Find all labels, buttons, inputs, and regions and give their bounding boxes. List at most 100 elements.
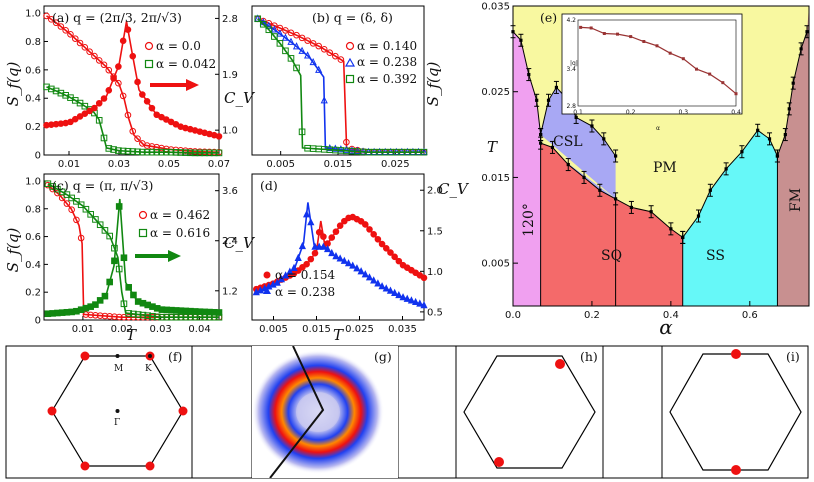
- panel-a-y2tick-label-1: 1.9: [222, 70, 238, 81]
- panel-c-series-2-point-36: [215, 309, 223, 316]
- bz-f-k-dot: [148, 354, 152, 358]
- panel-a-series-0-point-16: [119, 92, 127, 100]
- legend-c-label-1: α = 0.616: [150, 226, 210, 240]
- panel-a-xtick-label-3: 0.07: [208, 159, 230, 170]
- region-csl: [540, 87, 616, 199]
- panel-b-series-0-point-8: [298, 34, 306, 42]
- panel-d-series-1-point-10: [294, 253, 302, 261]
- panel-a-series-1-point-31: [191, 149, 199, 157]
- legend-b-label-2: α = 0.392: [357, 72, 417, 86]
- panel-d-xtick-label-0: 0.005: [259, 324, 288, 335]
- panel-e-xtick-label-2: 0.4: [663, 310, 679, 321]
- panel-c-series-0-point-8: [82, 311, 90, 318]
- bz-row-frame: [5, 345, 809, 479]
- inset-xtick-label-3: 0.4: [731, 109, 741, 116]
- panel-c-series-1-point-18: [130, 310, 137, 318]
- panel-d-series-0-point-33: [391, 253, 398, 261]
- panel-a-series-0-point-10: [91, 52, 98, 60]
- panel-c-series-1-point-11: [96, 221, 104, 229]
- panel-b: 0.005 0.015 0.025 (b) q = (δ, δ) S_f(q) α …: [251, 5, 442, 170]
- inset-xtick-label-1: 0.2: [626, 109, 636, 116]
- panel-a-series-0-point-13: [105, 66, 113, 74]
- boundary-upper-point-2: [527, 72, 531, 77]
- ring-center: [296, 392, 340, 432]
- panel-a-series-1-point-12: [100, 134, 108, 142]
- panel-d-series-0-point-15: [315, 228, 323, 236]
- legend-a-marker-1: [144, 59, 154, 69]
- panel-c-series-1-point-7: [77, 201, 85, 209]
- region-label-csl: CSL: [553, 134, 583, 150]
- panel-e-ytick-label-2: 0.025: [481, 87, 510, 98]
- panel-a-series-0-point-8: [81, 44, 89, 51]
- panel-d-series-0-point-16: [320, 233, 327, 240]
- panel-e-xtick-label-0: 0.0: [505, 310, 521, 321]
- panel-a-series-1-point-34: [206, 149, 213, 157]
- panel-a-y2tick-label-0: 1.0: [222, 126, 238, 137]
- panel-d-series-0-point-20: [336, 222, 344, 230]
- panel-c-series-0-point-4: [63, 200, 71, 207]
- panel-b-legend: α = 0.140 α = 0.238 α = 0.392: [344, 39, 417, 86]
- panel-d-series-1-point-37: [407, 296, 416, 304]
- boundary-fm-point-5: [805, 30, 809, 34]
- legend-c-label-0: α = 0.462: [150, 208, 210, 222]
- panel-c-series-1-point-13: [106, 232, 113, 240]
- panel-b-series-0-point-16: [343, 138, 350, 146]
- panel-b-title: (b) q = (δ, δ): [312, 10, 393, 25]
- panel-b-ylabel: S_f(q): [424, 62, 442, 107]
- boundary-sq-point-4: [598, 188, 602, 192]
- panel-d-y2tick-label-2: 1.5: [427, 226, 443, 237]
- panel-c-xtick-label-2: 0.03: [150, 324, 172, 335]
- panel-d-legend: α = 0.154 α = 0.238: [263, 268, 336, 299]
- panel-e-ylabel: T: [487, 138, 498, 156]
- panel-a-series-2-point-10: [91, 104, 98, 112]
- panel-a-ytick-label-5: 1.0: [25, 9, 41, 20]
- panel-a-series-1-point-20: [139, 148, 146, 156]
- panel-b-series-2-point-8: [298, 128, 306, 136]
- bz-f-label-k: K: [145, 364, 152, 374]
- panel-a-series-2-point-5: [67, 118, 74, 126]
- panel-d-series-1-point-27: [365, 273, 374, 281]
- panel-d-series-0-point-18: [328, 234, 336, 241]
- panel-a-series-0-point-19: [134, 135, 141, 142]
- panel-c-series-1-point-28: [177, 313, 185, 321]
- panel-c-xtick-label-1: 0.02: [111, 324, 133, 335]
- panel-d-xtick-label-1: 0.015: [302, 324, 331, 335]
- panel-a-series-0-point-5: [67, 30, 74, 38]
- panel-b-series-2-point-5: [282, 47, 289, 55]
- panel-d-series-1-point-32: [386, 286, 395, 294]
- panel-d-xtick-label-3: 0.035: [388, 324, 417, 335]
- panel-d-series-1-point-26: [361, 270, 369, 278]
- panel-c-frame: [43, 173, 220, 321]
- panel-d-series-1-point-36: [403, 294, 411, 302]
- inset-point-1: [589, 26, 593, 30]
- region-sq: [540, 143, 683, 306]
- panel-d-series-1-point-9: [290, 263, 298, 271]
- inset-point-9: [695, 67, 698, 71]
- panel-a-series-0-point-1: [47, 16, 55, 23]
- panel-c-series-0-point-11: [96, 312, 104, 319]
- panel-c-series-1-point-24: [158, 313, 166, 321]
- boundary-sq-point-7: [649, 210, 653, 214]
- panel-a-series-2-point-20: [139, 91, 146, 98]
- boundary-ss-point-6: [767, 137, 772, 141]
- panel-d-frame: [251, 173, 425, 321]
- panel-e-title: (e): [540, 10, 557, 25]
- bz-f-gamma-dot: [115, 409, 120, 413]
- panel-c-series-1-point-15: [115, 265, 123, 273]
- panel-e-ytick-label-0: 0.005: [481, 259, 510, 270]
- panel-d-xtick-label-2: 0.025: [345, 324, 374, 335]
- boundary-ss: [682, 129, 778, 238]
- panel-d-series-0-point-19: [332, 228, 340, 235]
- panel-c-xlabel: T: [126, 326, 137, 344]
- panel-a-series-2-point-22: [148, 104, 156, 112]
- panel-c-series-1-point-14: [111, 244, 118, 252]
- panel-a-series-2-point-6: [71, 115, 79, 123]
- panel-c-series-1-point-4: [63, 191, 71, 198]
- panel-c-series-0-point-16: [120, 313, 128, 321]
- panel-d-series-1-point-11: [298, 241, 307, 250]
- panel-d-series-1-point-35: [399, 293, 407, 301]
- panel-d-series-1-point-8: [286, 267, 294, 275]
- panel-b-series-1-point-6: [287, 37, 295, 45]
- panel-c-series-2-point-12: [101, 292, 109, 300]
- inset-point-5: [642, 40, 646, 43]
